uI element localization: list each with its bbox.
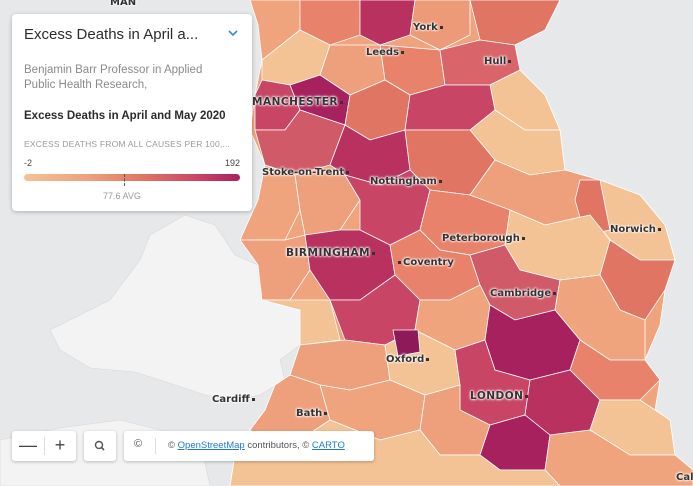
- place-label-london-text: LONDON: [470, 390, 524, 402]
- region-area[interactable]: [239, 234, 311, 301]
- place-label-birmingham: BIRMINGHAM: [286, 247, 376, 259]
- divider: [44, 437, 45, 455]
- place-label-leeds-text: Leeds: [366, 47, 400, 58]
- place-label-hull-text: Hull: [484, 56, 507, 67]
- place-label-birmingham-text: BIRMINGHAM: [286, 247, 371, 259]
- place-label-bath-text: Bath: [296, 408, 323, 419]
- city-dot: [372, 251, 376, 255]
- place-label-oxford: Oxford: [386, 354, 430, 365]
- attribution-bar: © © OpenStreetMap contributors, © CARTO: [124, 431, 374, 461]
- panel-title[interactable]: Excess Deaths in April a...: [24, 26, 199, 43]
- legend-gradient: [24, 174, 240, 181]
- layer-heading: Excess Deaths in April and May 2020: [24, 110, 226, 122]
- place-label-york: York: [413, 22, 443, 33]
- divider: [155, 438, 156, 454]
- city-dot: [398, 260, 401, 264]
- region-area[interactable]: [392, 329, 421, 357]
- legend-max: 192: [224, 158, 240, 168]
- place-label-coventry: Coventry: [398, 257, 454, 268]
- panel-subtitle: Benjamin Barr Professor in Applied Publi…: [24, 64, 203, 91]
- region-area[interactable]: [409, 0, 471, 51]
- attribution-mid: contributors, ©: [247, 440, 310, 451]
- city-dot: [426, 357, 430, 361]
- city-dot: [438, 179, 442, 183]
- place-label-norwich-text: Norwich: [610, 224, 656, 235]
- openstreetmap-link[interactable]: OpenStreetMap: [177, 440, 245, 451]
- place-label-calais: Cal: [676, 472, 693, 483]
- carto-link[interactable]: CARTO: [311, 440, 345, 451]
- place-label-cardiff-text: Cardiff: [212, 394, 250, 405]
- city-dot: [346, 170, 350, 174]
- place-label-leeds: Leeds: [366, 47, 405, 58]
- zoom-controls: — +: [12, 431, 76, 461]
- attribution-text: © OpenStreetMap contributors, © CARTO: [168, 440, 345, 451]
- place-label-nottingham-text: Nottingham: [370, 176, 437, 187]
- place-label-cambridge: Cambridge: [490, 288, 557, 299]
- place-label-bath: Bath: [296, 408, 328, 419]
- place-label-cambridge-text: Cambridge: [490, 288, 552, 299]
- legend-caption: EXCESS DEATHS FROM ALL CAUSES PER 100,..…: [24, 139, 231, 149]
- city-dot: [553, 291, 557, 295]
- city-dot: [439, 25, 443, 29]
- attribution-toggle-button[interactable]: ©: [134, 438, 143, 450]
- region-area[interactable]: [294, 164, 361, 236]
- city-dot: [251, 397, 255, 401]
- place-label-york-text: York: [413, 22, 438, 33]
- city-dot: [521, 236, 525, 240]
- zoom-out-button[interactable]: —: [19, 435, 37, 455]
- place-label-peterborough: Peterborough: [442, 233, 525, 244]
- city-dot: [340, 100, 344, 104]
- place-label-norwich: Norwich: [610, 224, 661, 235]
- legend-average-marker: [124, 174, 125, 186]
- chevron-down-icon[interactable]: [228, 28, 238, 38]
- regions: [229, 0, 693, 486]
- place-label-cardiff: Cardiff: [212, 394, 255, 405]
- zoom-in-button[interactable]: +: [54, 435, 66, 455]
- region-area[interactable]: [299, 0, 361, 46]
- attribution-prefix: ©: [168, 440, 175, 451]
- wales-land: [49, 214, 301, 401]
- place-label-stoke: Stoke-on-Trent: [262, 167, 350, 178]
- legend-min: -2: [24, 158, 33, 168]
- info-panel: Excess Deaths in April a... Benjamin Bar…: [12, 14, 252, 211]
- city-dot: [525, 394, 529, 398]
- city-dot: [324, 411, 328, 415]
- search-button[interactable]: [84, 431, 116, 461]
- region-area[interactable]: [359, 0, 416, 46]
- place-label-peterborough-text: Peterborough: [442, 233, 520, 244]
- place-label-london: LONDON: [470, 390, 529, 402]
- region-area[interactable]: [469, 0, 561, 46]
- place-label-manchester: MANCHESTER: [252, 96, 344, 108]
- city-dot: [657, 227, 661, 231]
- place-label-coventry-text: Coventry: [403, 257, 454, 268]
- search-icon: [94, 440, 105, 451]
- region-area[interactable]: [261, 299, 341, 346]
- place-label-nottingham: Nottingham: [370, 176, 442, 187]
- place-label-oxford-text: Oxford: [386, 354, 425, 365]
- place-label-man: MAN: [110, 0, 137, 8]
- place-label-manchester-text: MANCHESTER: [252, 96, 339, 108]
- city-dot: [401, 50, 405, 54]
- legend-average-label: 77.6 AVG: [103, 191, 141, 201]
- city-dot: [508, 59, 512, 63]
- place-label-hull: Hull: [484, 56, 512, 67]
- place-label-stoke-text: Stoke-on-Trent: [262, 167, 345, 178]
